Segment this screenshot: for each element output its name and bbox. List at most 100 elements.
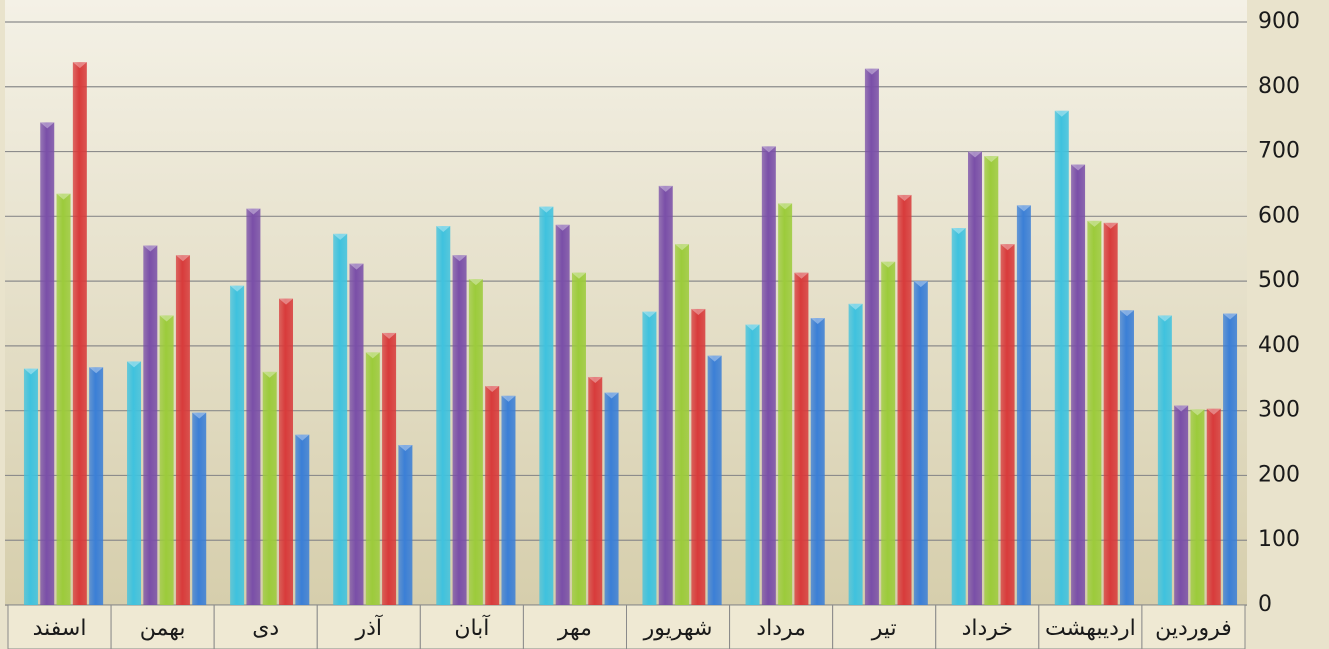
bar xyxy=(159,315,174,605)
bar xyxy=(951,227,966,605)
bar-cap xyxy=(127,361,142,368)
bar-cap xyxy=(23,368,38,375)
bar xyxy=(881,261,896,605)
bar-cap xyxy=(365,352,380,359)
y-tick-label: 500 xyxy=(1258,268,1300,293)
bar xyxy=(1190,409,1205,605)
bar-cap xyxy=(1190,409,1205,416)
bar xyxy=(1223,313,1238,605)
bar-cap xyxy=(501,395,516,402)
bar xyxy=(810,318,825,605)
bar-cap xyxy=(555,224,570,231)
bar xyxy=(794,272,809,605)
x-label-cell xyxy=(522,604,628,649)
bar xyxy=(230,285,245,605)
bar-cap xyxy=(1054,110,1069,117)
bar-cap xyxy=(175,255,190,262)
bar-cap xyxy=(279,298,294,305)
bar-cap xyxy=(951,227,966,234)
bar-cap xyxy=(848,303,863,310)
bar-cap xyxy=(72,62,87,69)
x-tick-label: شهریور xyxy=(643,616,713,641)
y-tick-label: 800 xyxy=(1258,74,1300,99)
bar xyxy=(295,434,310,605)
bar xyxy=(1016,205,1031,605)
bar xyxy=(707,355,722,605)
bar-cap xyxy=(382,332,397,339)
bar-cap xyxy=(295,434,310,441)
x-tick-label: فروردین xyxy=(1155,616,1232,641)
x-tick-label: تیر xyxy=(871,616,897,641)
bar xyxy=(1000,244,1015,605)
bar xyxy=(72,62,87,605)
bar-cap xyxy=(1087,220,1102,227)
bar-cap xyxy=(604,392,619,399)
bar-cap xyxy=(333,233,348,240)
bar-cap xyxy=(1119,310,1134,317)
x-label-cell xyxy=(935,604,1040,649)
bar-cap xyxy=(913,281,928,288)
bar-cap xyxy=(691,308,706,315)
bar xyxy=(436,226,451,606)
bar-cap xyxy=(642,311,657,318)
bar-cap xyxy=(1016,205,1031,212)
bar-cap xyxy=(89,367,104,374)
y-tick-label: 200 xyxy=(1258,462,1300,487)
bar-cap xyxy=(761,146,776,153)
y-tick-label: 300 xyxy=(1258,398,1300,423)
bar xyxy=(761,146,776,605)
bar xyxy=(1119,310,1134,605)
x-tick-label: آذر xyxy=(355,614,383,641)
bar xyxy=(40,122,55,606)
bar-cap xyxy=(262,371,277,378)
bar xyxy=(675,244,690,605)
bar xyxy=(175,255,190,605)
bar xyxy=(864,68,879,605)
y-tick-label: 600 xyxy=(1258,203,1300,228)
x-tick-label: مرداد xyxy=(756,616,806,641)
bar-cap xyxy=(810,318,825,325)
bar-cap xyxy=(192,412,207,419)
bar xyxy=(349,263,364,605)
x-label-cell xyxy=(110,604,215,649)
bar xyxy=(539,206,554,605)
bar-cap xyxy=(864,68,879,75)
plot-area xyxy=(5,0,1247,606)
bar xyxy=(1206,408,1221,605)
bar xyxy=(984,156,999,605)
x-label-cell xyxy=(729,604,834,649)
bar xyxy=(262,371,277,605)
bar xyxy=(192,412,207,605)
bar xyxy=(745,324,760,605)
x-label-cell xyxy=(1038,604,1143,649)
x-label-cell xyxy=(419,604,524,649)
x-tick-label: مهر xyxy=(557,616,592,641)
bar xyxy=(398,444,413,605)
x-tick-label: اردیبهشت xyxy=(1045,616,1136,641)
bar xyxy=(658,185,673,606)
bar xyxy=(913,281,928,605)
bar xyxy=(382,332,397,605)
bar-cap xyxy=(778,203,793,210)
bar xyxy=(604,392,619,605)
bar-cap xyxy=(539,206,554,213)
bar-cap xyxy=(984,156,999,163)
x-label-cell xyxy=(213,604,318,649)
bar-cap xyxy=(1071,164,1086,171)
bar xyxy=(333,233,348,605)
y-tick-label: 0 xyxy=(1258,592,1272,617)
bar-cap xyxy=(675,244,690,251)
bar xyxy=(127,361,142,605)
y-tick-label: 100 xyxy=(1258,527,1300,552)
bar-cap xyxy=(897,194,912,201)
bar xyxy=(452,255,467,605)
x-label-cell xyxy=(626,604,731,649)
bar-cap xyxy=(967,151,982,158)
bar xyxy=(365,352,380,605)
bar xyxy=(89,367,104,605)
x-tick-label: دی xyxy=(252,616,279,641)
bar-cap xyxy=(1174,405,1189,412)
bar xyxy=(501,395,516,605)
y-tick-label: 900 xyxy=(1258,9,1300,34)
